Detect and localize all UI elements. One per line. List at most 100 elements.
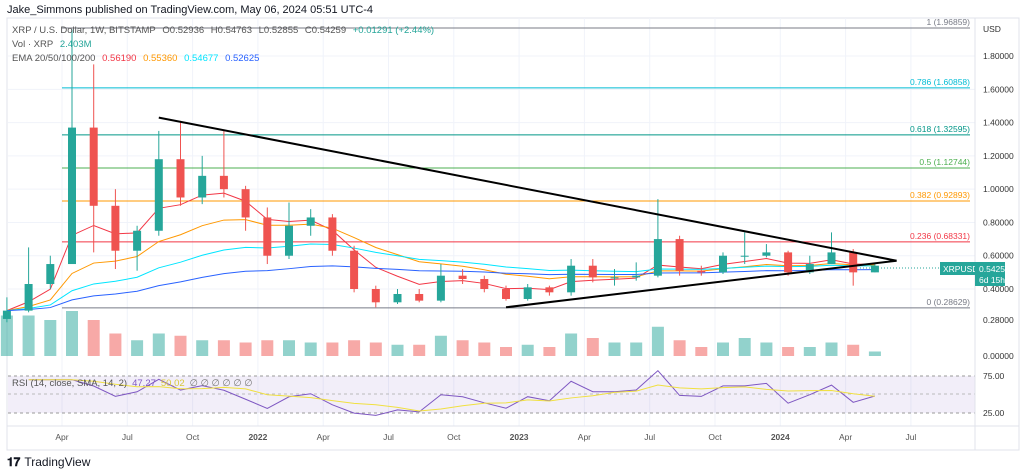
trendline xyxy=(158,116,897,262)
time-tick: Jul xyxy=(122,432,133,442)
candle-body xyxy=(567,265,576,293)
volume-bar xyxy=(760,342,773,356)
open-value: O0.52936 xyxy=(162,25,205,36)
volume-label[interactable]: Vol · XRP xyxy=(12,39,54,50)
rsi-sma-line xyxy=(28,379,875,412)
time-tick: Oct xyxy=(186,432,200,442)
volume-bar xyxy=(738,338,751,356)
candle-body xyxy=(328,217,337,251)
fib-level-label: 0.618 (1.32595) xyxy=(910,124,970,134)
volume-bar xyxy=(0,315,13,356)
candle-body xyxy=(480,279,489,289)
candle-body xyxy=(458,275,467,280)
grid xyxy=(8,18,975,426)
volume-bar xyxy=(66,311,78,356)
time-tick: Apr xyxy=(55,432,68,442)
time-tick: Apr xyxy=(317,432,330,442)
candle-body xyxy=(393,293,402,303)
ema-label[interactable]: EMA 20/50/100/200 xyxy=(12,53,96,64)
axis-tick: 0.00000 xyxy=(983,351,1014,361)
currency-label: USD xyxy=(983,24,1001,34)
rsi-sma-value: 50.02 xyxy=(161,378,185,389)
volume-value: 2.403M xyxy=(59,39,92,50)
close-value: C0.54259 xyxy=(304,25,347,36)
time-tick: Apr xyxy=(578,432,591,442)
fib-retracement[interactable]: 1 (1.96859) 0.786 (1.60858) 0.618 (1.32595… xyxy=(62,17,971,309)
volume-bar xyxy=(239,342,252,356)
fib-level-label: 0 (0.28629) xyxy=(927,297,971,307)
volume-bar xyxy=(456,340,469,356)
fib-level-label: 1 (1.96859) xyxy=(927,17,971,27)
candle-body xyxy=(241,189,250,218)
candle-body xyxy=(675,239,684,271)
candle-body xyxy=(111,205,120,251)
change-value: +0.01291 (+2.44%) xyxy=(352,25,435,36)
price-tick: 0.80000 xyxy=(983,217,1014,227)
price-axis[interactable]: 1.80000 1.60000 1.40000 1.20000 1.00000 0.800… xyxy=(983,51,1014,418)
volume-bar xyxy=(478,342,491,356)
high-value: H0.54763 xyxy=(210,25,252,36)
fib-level-label: 0.382 (0.92893) xyxy=(910,190,970,200)
candle-body xyxy=(849,252,858,273)
candle-body xyxy=(610,277,619,279)
candle-body xyxy=(719,255,727,273)
fib-level-label: 0.786 (1.60858) xyxy=(910,77,970,87)
tradingview-logo[interactable]: 𝟏𝟕 TradingView xyxy=(7,455,90,470)
candle-body xyxy=(653,239,662,276)
trendlines[interactable] xyxy=(158,116,897,309)
candle-body xyxy=(415,293,424,301)
candle-body xyxy=(24,284,33,311)
volume-bar xyxy=(651,326,664,356)
candle-body xyxy=(133,230,142,251)
time-tick: 2022 xyxy=(248,432,267,442)
volume-bar xyxy=(22,315,35,356)
candle-body xyxy=(784,252,793,273)
candle-body xyxy=(46,264,55,285)
price-tag-countdown: 6d 15h xyxy=(979,275,1005,285)
volume-bar xyxy=(868,351,881,356)
price-tick: 1.00000 xyxy=(983,184,1014,194)
candle-body xyxy=(632,275,641,278)
symbol-title[interactable]: XRP / U.S. Dollar, 1W, BITSTAMP xyxy=(12,25,156,36)
time-tick: Apr xyxy=(839,432,852,442)
volume-bar xyxy=(847,344,860,356)
volume-bar xyxy=(673,340,686,356)
time-axis[interactable]: Apr Jul Oct 2022 Apr Jul Oct 2023 Apr Jul Oct 2024 A… xyxy=(55,432,916,442)
volume-bar xyxy=(369,342,382,356)
candle-body xyxy=(502,289,510,299)
time-tick: Jul xyxy=(383,432,394,442)
low-value: L0.52855 xyxy=(258,25,299,36)
volume-bar xyxy=(782,347,795,356)
fib-level-label: 0.236 (0.68331) xyxy=(910,231,970,241)
time-tick: 2023 xyxy=(510,432,529,442)
candles xyxy=(2,29,879,323)
rsi-legend: RSI (14, close, SMA, 14, 2) 47.27 50.02 ∅ ∅… xyxy=(12,378,253,389)
rsi-label[interactable]: RSI (14, close, SMA, 14, 2) xyxy=(12,378,127,389)
candle-body xyxy=(68,127,76,265)
volume-bar xyxy=(196,340,209,356)
volume-bar xyxy=(152,333,165,356)
volume-bar xyxy=(348,340,361,356)
ema100-value: 0.54677 xyxy=(184,53,219,64)
volume-bar xyxy=(586,338,599,356)
publisher-line: Jake_Simmons published on TradingView.co… xyxy=(7,4,374,16)
volume-bar xyxy=(521,344,534,356)
price-tick: 1.40000 xyxy=(983,118,1014,128)
price-tag-symbol: XRPUSD xyxy=(943,264,978,274)
price-tag-price: 0.54259 xyxy=(979,264,1010,274)
candle-body xyxy=(263,217,272,256)
time-tick: Jul xyxy=(644,432,655,442)
chart-legend: XRP / U.S. Dollar, 1W, BITSTAMP O0.52936… xyxy=(12,24,438,66)
volume-bar xyxy=(217,340,230,356)
tv-logo-icon: 𝟏𝟕 xyxy=(7,455,21,469)
volume-bar xyxy=(803,347,816,356)
fib-level-label: 0.5 (1.12744) xyxy=(919,157,970,167)
price-tick: 1.60000 xyxy=(983,84,1014,94)
volume-bar xyxy=(695,347,708,356)
candle-body xyxy=(219,175,228,190)
volume-bar xyxy=(630,342,643,356)
volume-bar xyxy=(717,342,729,356)
volume-bar xyxy=(608,342,621,356)
ema200-value: 0.52625 xyxy=(225,53,260,64)
